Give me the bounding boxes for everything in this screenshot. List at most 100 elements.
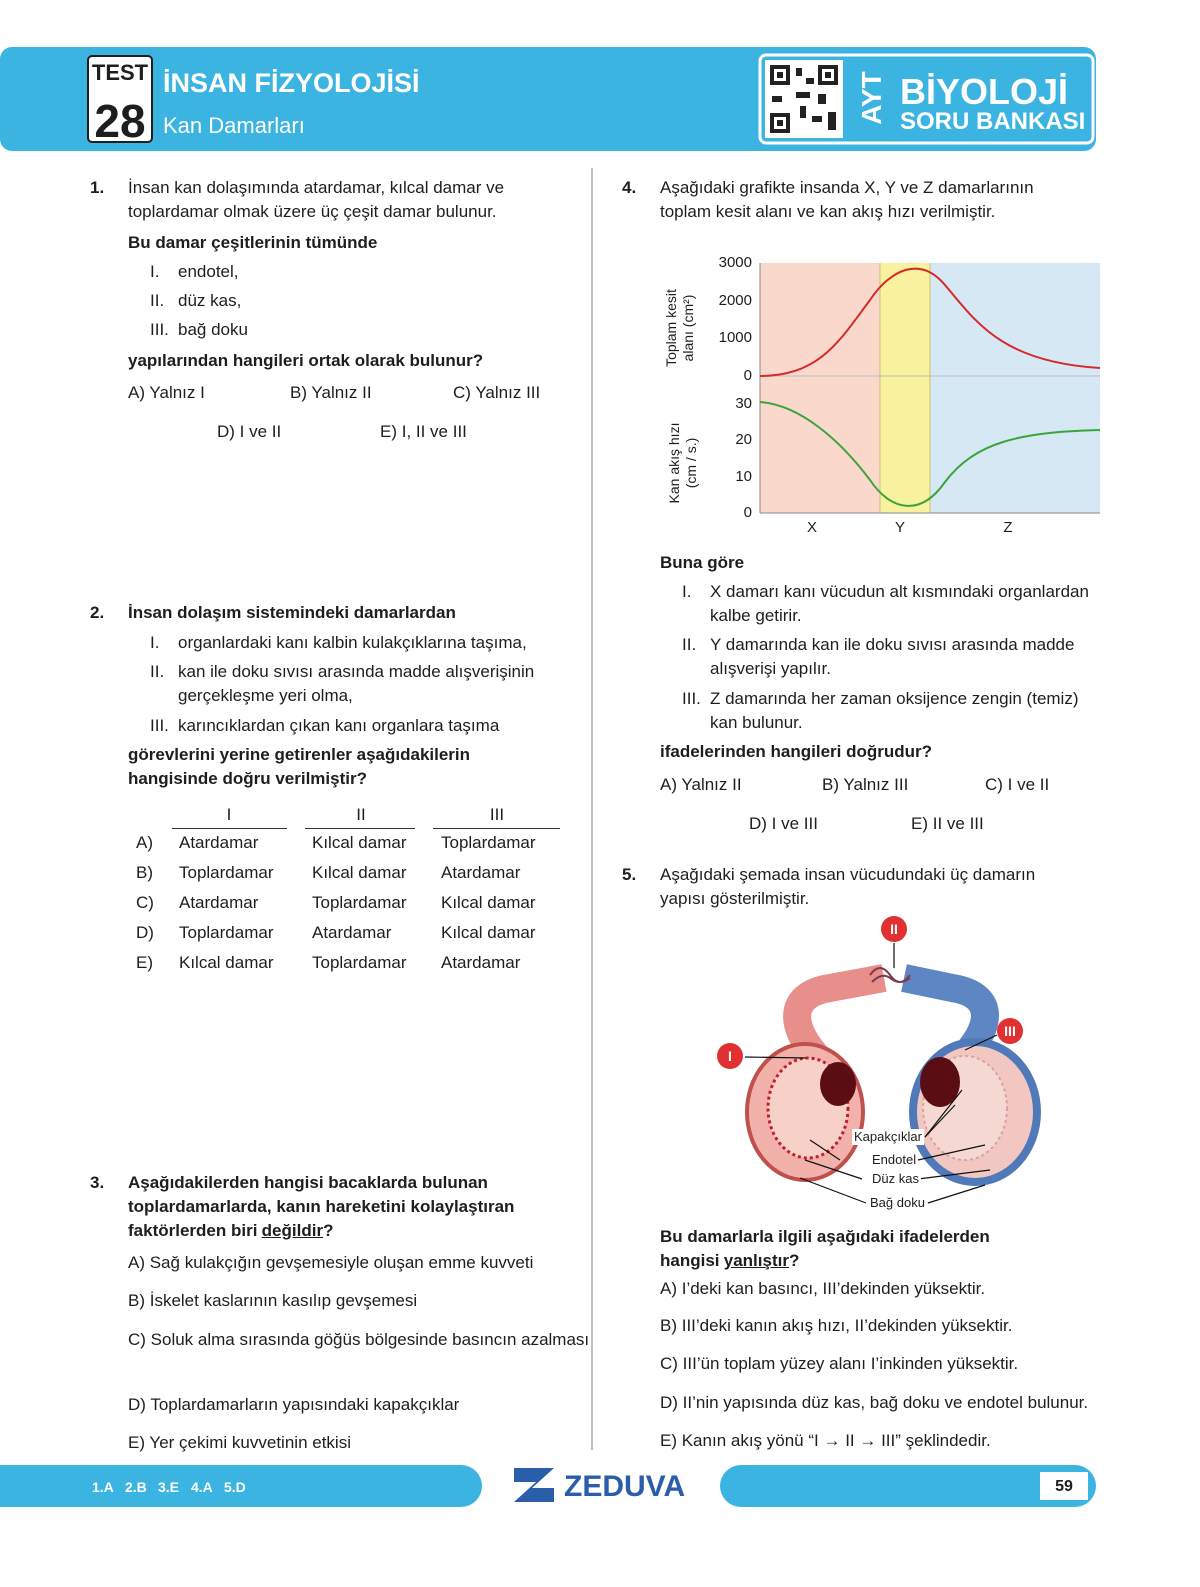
answer-key: 5.D (224, 1479, 246, 1495)
header-rule (433, 828, 560, 829)
item-text: X damarı kanı vücudun alt kısmındaki org… (710, 582, 1089, 625)
option: C) III’ün toplam yüzey alanı I’inkinden … (660, 1354, 1019, 1373)
question-text: İnsan kan dolaşımında atardamar, kılcal … (128, 178, 505, 221)
option: C) I ve II (985, 775, 1050, 794)
option: D) I ve II (217, 422, 282, 441)
tick-label: 30 (735, 395, 752, 412)
table-cell: Toplardamar (179, 923, 274, 942)
item-numeral: III. (150, 320, 169, 339)
question-lead: Bu damar çeşitlerinin tümünde (128, 233, 378, 252)
region-label: Z (1003, 519, 1013, 536)
table-cell: Kılcal damar (312, 863, 407, 882)
tick-label: 20 (735, 431, 752, 449)
test-box (87, 55, 153, 143)
footer-band (720, 1465, 1096, 1507)
table-cell: Atardamar (441, 863, 521, 882)
item-numeral: II. (150, 291, 165, 310)
vessel-label: II (890, 921, 898, 937)
item-numeral: II. (682, 635, 697, 654)
region-z (930, 263, 1100, 513)
brand-subtitle: SORU BANKASI (900, 108, 1086, 135)
item-numeral: II. (150, 662, 165, 681)
region-label: X (806, 519, 818, 536)
option: B) Yalnız II (290, 383, 372, 402)
question-text: ? (788, 1251, 800, 1270)
tick-label: 0 (743, 504, 752, 521)
option: A) Yalnız I (128, 383, 205, 402)
option: D) I ve III (749, 814, 818, 833)
region-y (880, 263, 930, 513)
answer-key: 4.A (191, 1479, 213, 1495)
badge (881, 916, 907, 942)
emphasis: değildir (261, 1221, 324, 1240)
brand-box (758, 53, 1095, 145)
tick-label: 0 (743, 367, 752, 384)
option: A) Sağ kulakçığın gevşemesiyle oluşan em… (128, 1253, 534, 1272)
question-number: 1. (90, 178, 105, 197)
table-cell: Toplardamar (312, 953, 407, 972)
answer-key: 2.B (125, 1479, 147, 1495)
vein-lumen (920, 1057, 960, 1107)
badge (717, 1043, 743, 1069)
table-cell: Atardamar (312, 923, 392, 942)
table-cell: Atardamar (179, 833, 259, 852)
item-numeral: III. (150, 716, 169, 735)
option: B) İskelet kaslarının kasılıp gevşemesi (128, 1291, 418, 1310)
table-cell: Toplardamar (441, 833, 536, 852)
tick-label: 2000 (718, 291, 752, 309)
vessel-label: III (1004, 1023, 1016, 1039)
question-text: Aşağıdaki şemada insan vücudundaki üç da… (660, 865, 1036, 908)
leader-lines (744, 943, 998, 1204)
item-text: endotel, (178, 262, 239, 281)
option: E) I, II ve III (380, 422, 467, 441)
logo-mark (514, 1468, 554, 1502)
area-curve (759, 267, 1101, 377)
vessel-label: I (728, 1048, 732, 1064)
question-text: yapılarından hangileri ortak olarak bulu… (128, 351, 484, 370)
item-text: düz kas, (178, 291, 242, 310)
question-text: ? (323, 1221, 334, 1240)
table-cell: Toplardamar (312, 893, 407, 912)
question-text: Aşağıdakilerden hangisi bacaklarda bulun… (128, 1171, 548, 1243)
question-number: 3. (90, 1173, 105, 1192)
question-lead: Buna göre (660, 553, 745, 572)
region-label: Y (894, 519, 906, 536)
option: D) II’nin yapısında düz kas, bağ doku ve… (660, 1393, 1089, 1412)
table-cell: Kılcal damar (441, 893, 536, 912)
table-cell: Toplardamar (179, 863, 274, 882)
option-letter: C) (136, 893, 154, 912)
item-numeral: I. (150, 633, 160, 652)
footer-brand: ZEDUVA (564, 1470, 686, 1503)
option: C) Soluk alma sırasında göğüs bölgesinde… (128, 1330, 590, 1349)
page-box (1040, 1472, 1088, 1500)
brand-exam: AYT (856, 71, 887, 125)
item-text: Y damarında kan ile doku sıvısı arasında… (710, 635, 1075, 678)
region-x (760, 263, 880, 513)
option: E) II ve III (911, 814, 984, 833)
artery-lumen (820, 1062, 856, 1106)
column-header: III (489, 805, 505, 824)
speed-curve (759, 401, 1101, 507)
option: B) III’deki kanın akış hızı, II’dekinden… (660, 1316, 1013, 1335)
brand-title: BİYOLOJİ (900, 71, 1069, 112)
question-text: görevlerini yerine getirenler aşağıdakil… (128, 745, 471, 788)
table-cell: Kılcal damar (312, 833, 407, 852)
axis-label: Kan akış hızı (cm / s.) (666, 422, 699, 504)
question-text: Bu damarlarla ilgili aşağıdaki ifadelerd… (660, 1225, 1090, 1273)
answer-key: 1.A (92, 1479, 114, 1495)
item-text: bağ doku (178, 320, 248, 339)
item-text: kan ile doku sıvısı arasında madde alışv… (178, 662, 535, 705)
question-text: ifadelerinden hangileri doğrudur? (660, 742, 933, 761)
axis-label: Toplam kesit alanı (cm²) (663, 289, 696, 367)
question-number: 2. (90, 603, 105, 622)
table-cell: Kılcal damar (441, 923, 536, 942)
column-header: II (356, 805, 366, 824)
test-label: TEST (91, 60, 149, 85)
answer-key: 3.E (158, 1479, 180, 1495)
header-subtitle: Kan Damarları (163, 113, 305, 138)
option-letter: B) (136, 863, 153, 882)
column-header: I (226, 805, 232, 824)
header-rule (305, 828, 415, 829)
part-label: Düz kas (870, 1171, 921, 1187)
